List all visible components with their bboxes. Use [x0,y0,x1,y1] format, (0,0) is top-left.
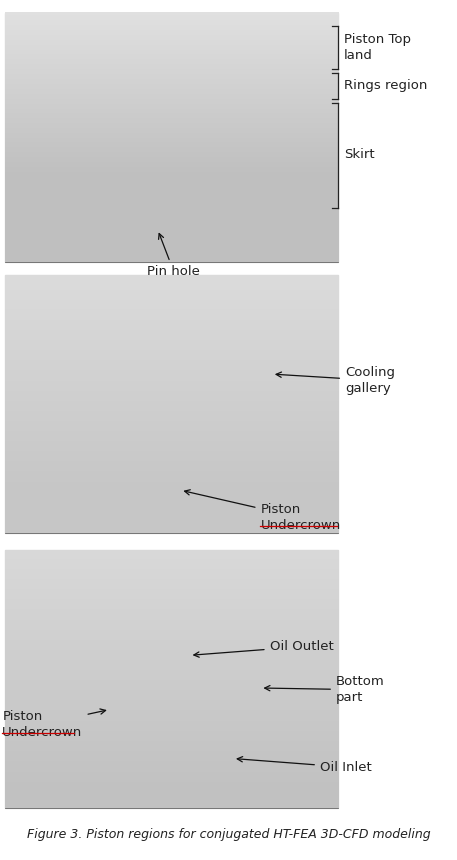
FancyBboxPatch shape [5,550,338,808]
Text: Rings region: Rings region [344,79,427,93]
Text: Oil Inlet: Oil Inlet [237,757,372,774]
Text: Oil Outlet: Oil Outlet [194,640,333,657]
Text: Piston Top
land: Piston Top land [344,33,411,62]
Text: Pin hole: Pin hole [147,234,200,278]
Text: Piston
Undercrown: Piston Undercrown [2,709,106,739]
Text: Figure 3. Piston regions for conjugated HT-FEA 3D-CFD modeling: Figure 3. Piston regions for conjugated … [27,827,430,841]
Text: Cooling
gallery: Cooling gallery [276,366,395,395]
Text: Piston
Undercrown: Piston Undercrown [185,489,341,532]
FancyBboxPatch shape [5,13,338,262]
Text: Skirt: Skirt [344,148,374,162]
Text: Bottom
part: Bottom part [265,675,385,704]
FancyBboxPatch shape [5,275,338,533]
